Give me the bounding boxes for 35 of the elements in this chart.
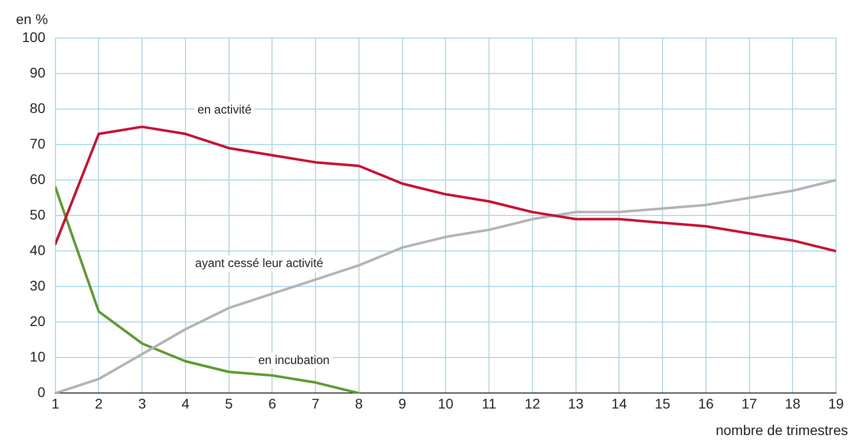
- x-tick-label: 9: [398, 395, 406, 412]
- x-tick-label: 18: [784, 395, 801, 412]
- x-tick-label: 6: [268, 395, 276, 412]
- y-tick-label: 90: [30, 64, 46, 80]
- x-tick-label: 3: [138, 395, 146, 412]
- y-tick-label: 80: [30, 100, 46, 116]
- x-tick-label: 5: [224, 395, 233, 412]
- y-tick-label: 70: [30, 135, 46, 152]
- x-tick-label: 1: [51, 395, 60, 412]
- x-tick-label: 7: [312, 395, 320, 412]
- x-tick-label: 2: [94, 395, 103, 412]
- x-tick-label: 19: [828, 395, 844, 412]
- y-tick-label: 100: [22, 28, 46, 45]
- x-tick-label: 13: [568, 395, 584, 412]
- x-tick-label: 12: [524, 395, 540, 412]
- y-tick-label: 50: [30, 206, 46, 222]
- series-label: ayant cessé leur activité: [195, 256, 324, 270]
- x-tick-label: 16: [698, 395, 714, 412]
- x-tick-label: 10: [438, 395, 454, 412]
- x-tick-label: 11: [482, 395, 497, 412]
- y-tick-label: 30: [30, 278, 46, 294]
- x-tick-label: 8: [355, 395, 364, 412]
- y-tick-label: 40: [30, 242, 46, 258]
- y-axis-title: en %: [16, 10, 48, 27]
- y-tick-label: 60: [30, 170, 46, 187]
- y-tick-label: 20: [30, 313, 46, 330]
- series-label: en incubation: [258, 352, 330, 367]
- series-label: en activité: [197, 102, 252, 116]
- x-tick-label: 14: [611, 395, 628, 412]
- y-tick-label: 10: [30, 348, 46, 365]
- y-tick-label: 0: [38, 384, 46, 400]
- x-tick-label: 4: [182, 395, 190, 412]
- x-axis-title: nombre de trimestres: [716, 422, 848, 438]
- x-tick-label: 17: [741, 395, 758, 412]
- x-tick-label: 15: [654, 395, 671, 412]
